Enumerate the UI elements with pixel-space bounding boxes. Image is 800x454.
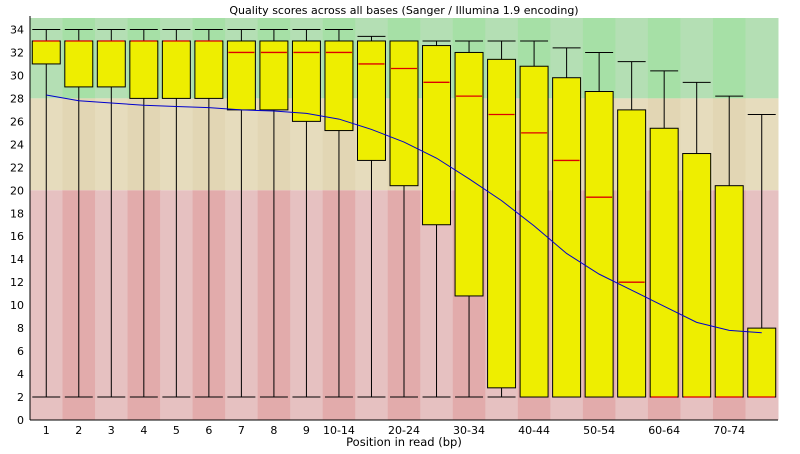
- iqr-box: [389, 40, 419, 187]
- iqr-box: [584, 91, 614, 398]
- box-2: [64, 28, 94, 398]
- x-tick-label: 20-24: [388, 424, 420, 437]
- x-tick-label: 60-64: [648, 424, 680, 437]
- iqr-box: [226, 40, 256, 111]
- box-40-44: [519, 40, 549, 398]
- box-series: [31, 28, 777, 398]
- x-tick-label: 6: [205, 424, 212, 437]
- x-tick-label: 10-14: [323, 424, 355, 437]
- box-50-54: [584, 51, 614, 398]
- y-tick-label: 30: [10, 69, 24, 82]
- chart-title: Quality scores across all bases (Sanger …: [229, 4, 578, 17]
- box-4: [129, 28, 159, 398]
- y-tick-label: 10: [10, 299, 24, 312]
- x-tick-label: 2: [75, 424, 82, 437]
- y-tick-label: 26: [10, 115, 24, 128]
- y-tick-label: 18: [10, 207, 24, 220]
- iqr-box: [129, 40, 159, 99]
- y-tick-label: 6: [17, 345, 24, 358]
- y-tick-label: 0: [17, 414, 24, 427]
- mean-series: [46, 94, 762, 334]
- iqr-box: [454, 51, 484, 297]
- y-tick-label: 28: [10, 92, 24, 105]
- x-tick-label: 30-34: [453, 424, 485, 437]
- iqr-box: [194, 40, 224, 99]
- x-tick-label: 8: [270, 424, 277, 437]
- x-tick-label: 3: [108, 424, 115, 437]
- y-tick-label: 22: [10, 161, 24, 174]
- box-8: [259, 28, 289, 398]
- box-5: [161, 28, 191, 398]
- box-75-76: [747, 113, 777, 398]
- box-60-64: [649, 70, 679, 398]
- x-tick-label: 50-54: [583, 424, 615, 437]
- box-30-34: [454, 40, 484, 398]
- box-6: [194, 28, 224, 398]
- y-tick-label: 4: [17, 368, 24, 381]
- box-35-39: [487, 40, 517, 398]
- box-10-14: [324, 28, 354, 398]
- band-good-stripe: [712, 18, 746, 99]
- box-55-59: [617, 61, 647, 398]
- box-20-24: [389, 40, 419, 398]
- box-3: [96, 28, 126, 398]
- y-tick-label: 14: [10, 253, 24, 266]
- iqr-box: [714, 185, 744, 398]
- band-good-stripe: [745, 18, 779, 99]
- y-tick-label: 32: [10, 46, 24, 59]
- box-65-69: [682, 81, 712, 398]
- x-axis-label: Position in read (bp): [346, 435, 462, 449]
- y-tick-label: 2: [17, 391, 24, 404]
- x-tick-label: 5: [173, 424, 180, 437]
- iqr-box: [291, 40, 321, 122]
- mean-line: [46, 94, 762, 334]
- box-1: [31, 28, 61, 398]
- iqr-box: [96, 40, 126, 88]
- x-tick-label: 70-74: [713, 424, 745, 437]
- x-tick-label: 40-44: [518, 424, 550, 437]
- iqr-box: [552, 77, 582, 398]
- y-tick-label: 24: [10, 138, 24, 151]
- iqr-box: [649, 127, 679, 398]
- iqr-box: [519, 65, 549, 398]
- iqr-box: [259, 40, 289, 111]
- iqr-box: [617, 109, 647, 398]
- iqr-box: [356, 40, 386, 161]
- iqr-box: [487, 58, 517, 389]
- box-25-29: [422, 40, 452, 398]
- iqr-box: [324, 40, 354, 132]
- tick-labels: 1 2 3 4 5 6 7 8 9 10-14 20-24 30-34 40-44 50-54 60-64 7…: [43, 424, 745, 437]
- box-70-74: [714, 95, 744, 398]
- box-45-49: [552, 47, 582, 398]
- iqr-box: [31, 40, 61, 65]
- iqr-box: [64, 40, 94, 88]
- box-15-19: [356, 35, 386, 398]
- x-tick-label: 7: [238, 424, 245, 437]
- y-tick-label: 12: [10, 276, 24, 289]
- x-tick-label: 1: [43, 424, 50, 437]
- iqr-box: [682, 153, 712, 398]
- y-tick-label: 34: [10, 23, 24, 36]
- y-tick-label: 20: [10, 184, 24, 197]
- y-tick-label: 16: [10, 230, 24, 243]
- iqr-box: [161, 40, 191, 99]
- x-tick-label: 9: [303, 424, 310, 437]
- y-tick-label: 8: [17, 322, 24, 335]
- iqr-box: [747, 327, 777, 398]
- box-7: [226, 28, 256, 398]
- box-9: [291, 28, 321, 398]
- iqr-box: [422, 45, 452, 226]
- x-tick-label: 4: [140, 424, 147, 437]
